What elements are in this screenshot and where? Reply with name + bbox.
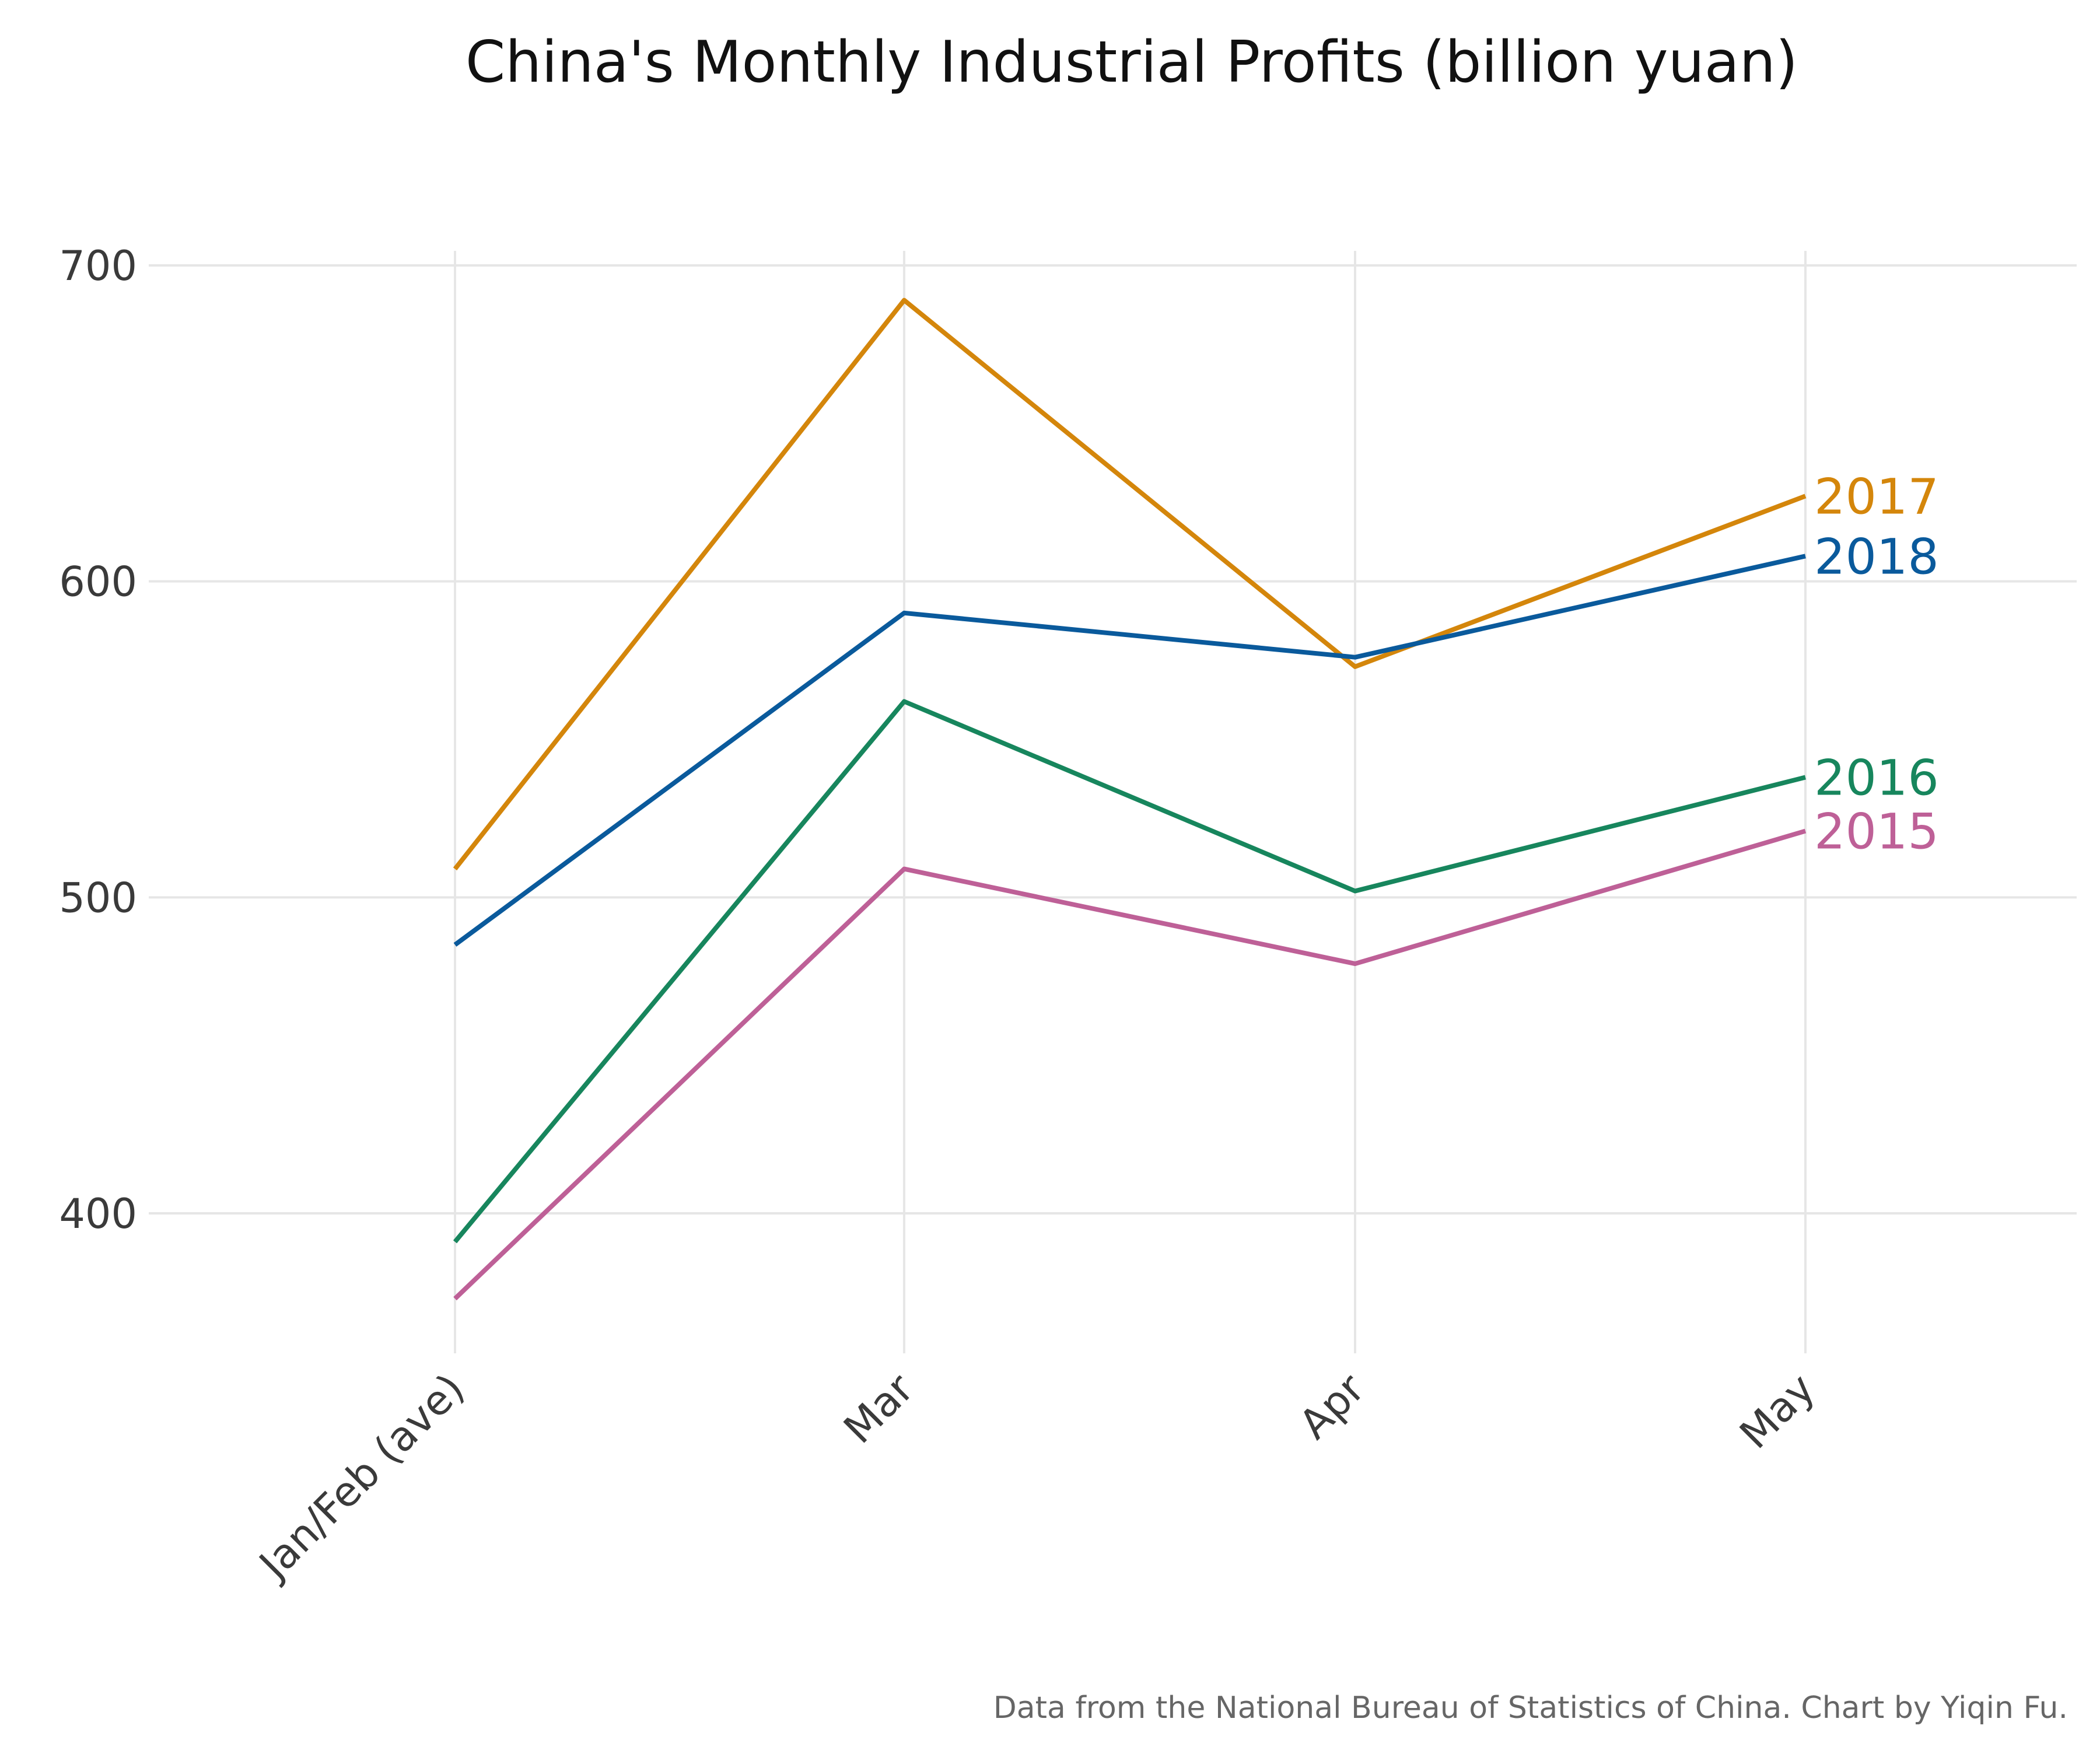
x-tick-label: May <box>1731 1364 1824 1458</box>
series-label-2015: 2015 <box>1814 803 1939 860</box>
y-axis-ticks: 400 500 600 700 <box>59 242 137 1238</box>
x-tick-label: Jan/Feb (ave) <box>249 1364 474 1590</box>
y-tick-label: 600 <box>59 558 137 606</box>
y-tick-label: 700 <box>59 242 137 290</box>
grid <box>149 251 2077 1353</box>
y-tick-label: 400 <box>59 1190 137 1238</box>
x-tick-label: Mar <box>835 1364 923 1453</box>
series-line-2016 <box>453 699 1806 1244</box>
y-tick-label: 500 <box>59 874 137 922</box>
series-label-2018: 2018 <box>1814 528 1939 585</box>
series-label-2016: 2016 <box>1814 750 1939 807</box>
x-axis-ticks: Jan/Feb (ave) Mar Apr May <box>249 1364 1824 1590</box>
series-lines <box>453 298 1807 1301</box>
series-line-2017 <box>453 298 1807 871</box>
series-line-2015 <box>453 828 1807 1301</box>
series-line-2018 <box>453 554 1806 947</box>
x-tick-label: Apr <box>1290 1364 1374 1448</box>
series-label-2017: 2017 <box>1814 468 1939 525</box>
chart-caption: Data from the National Bureau of Statist… <box>993 1690 2068 1726</box>
chart-title: China's Monthly Industrial Profits (bill… <box>466 29 1798 96</box>
